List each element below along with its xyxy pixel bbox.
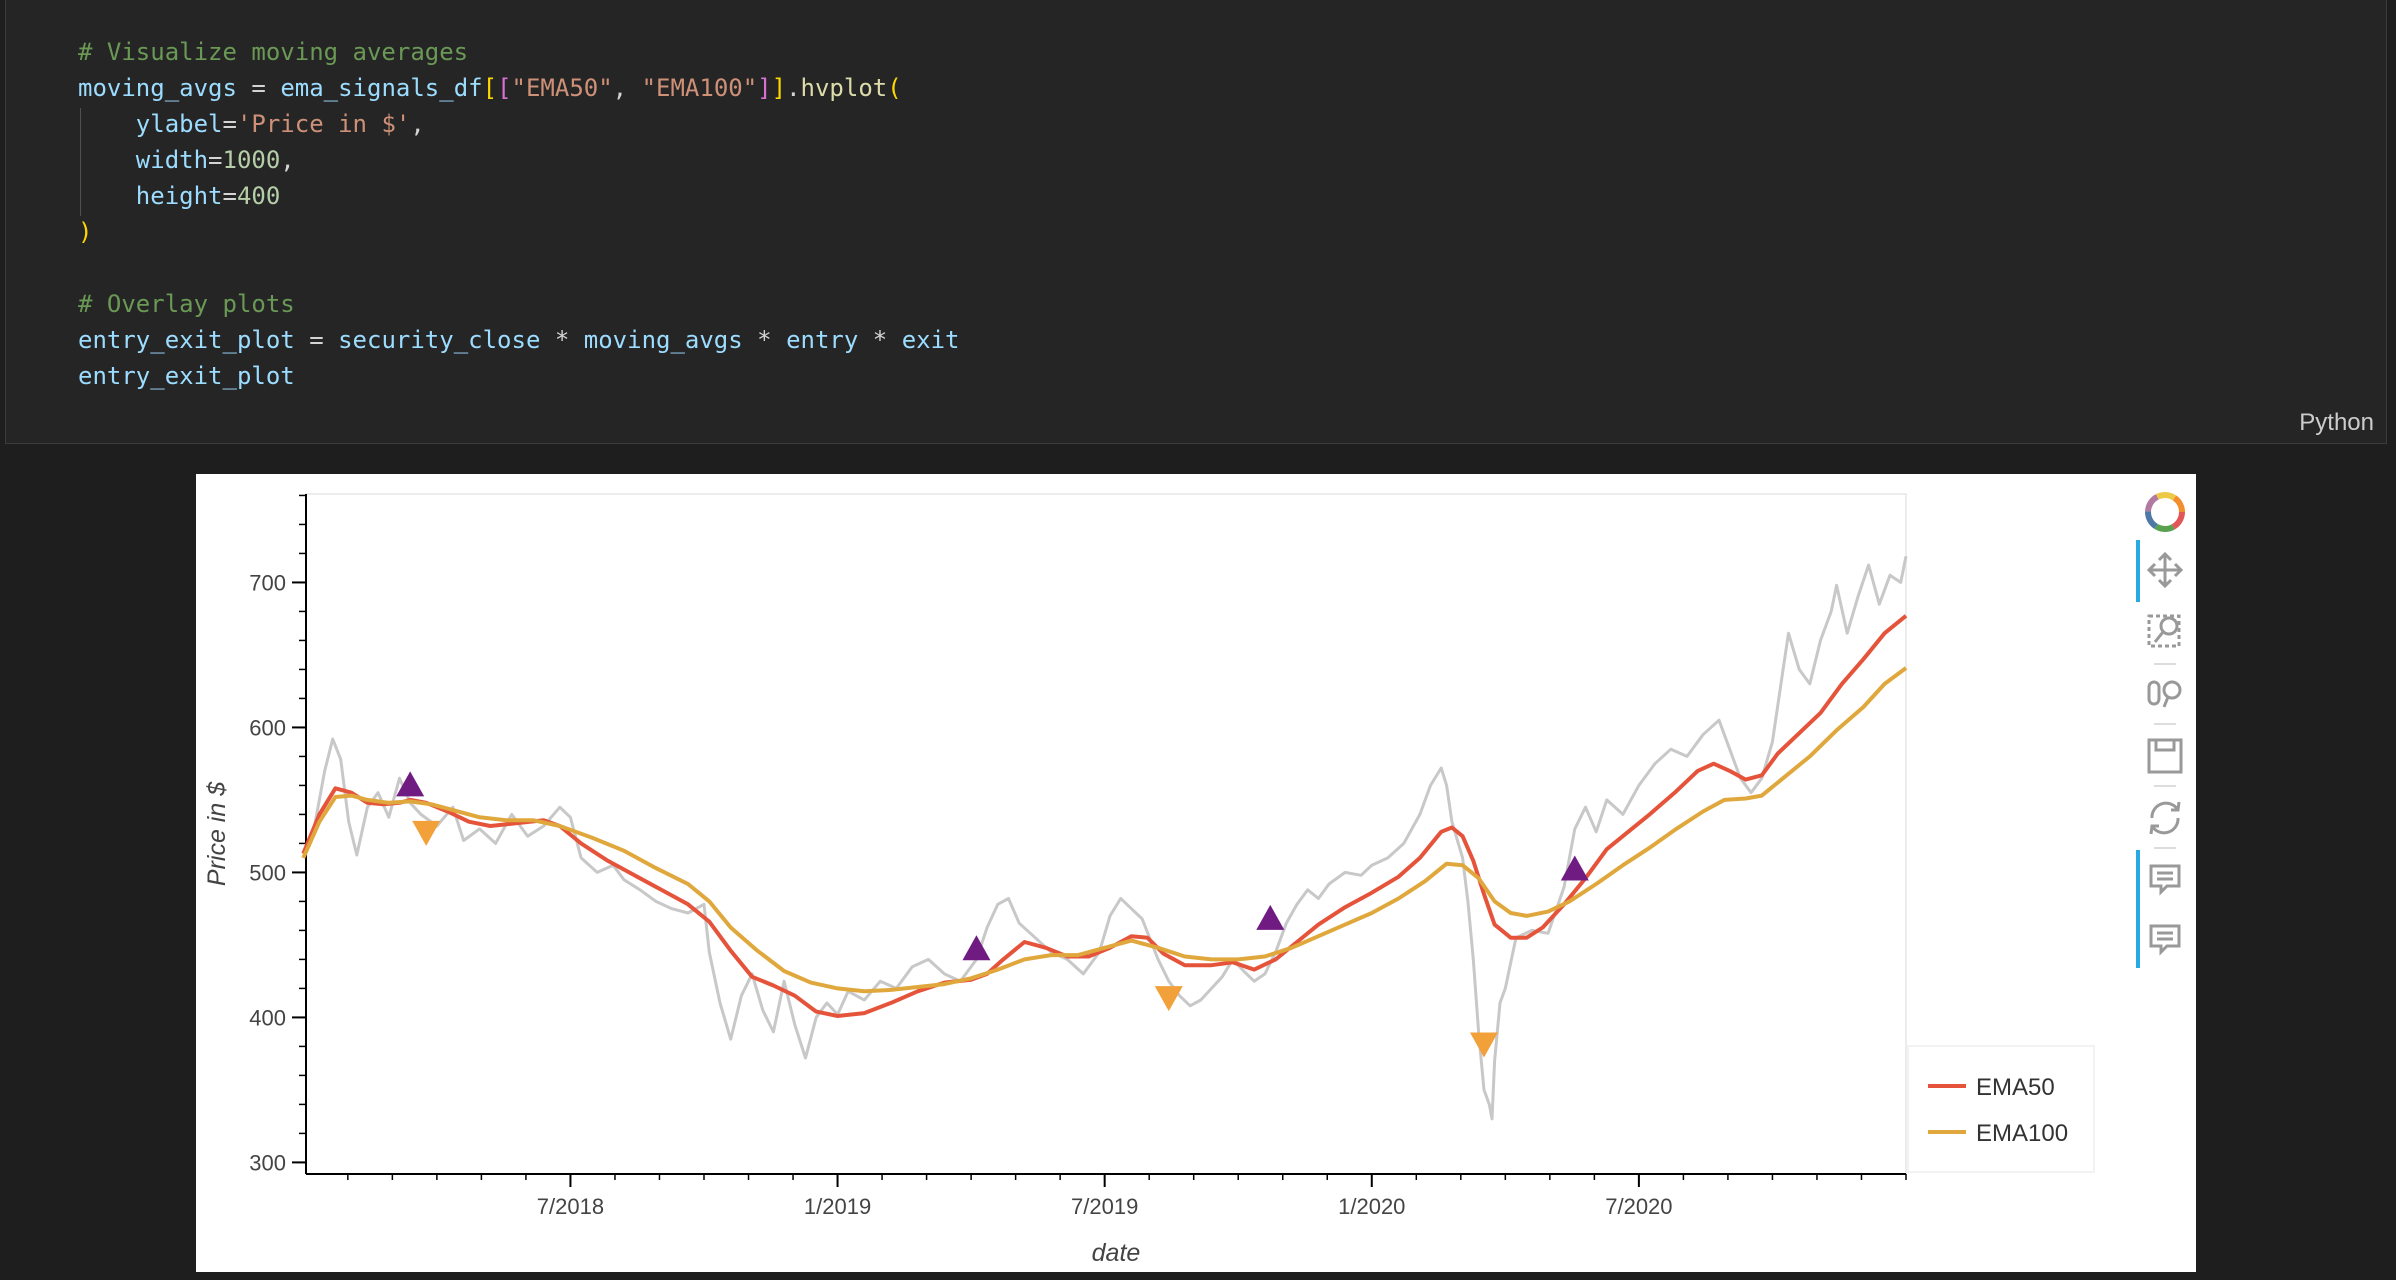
- code-token: 400: [236, 182, 281, 210]
- code-token: moving_avgs: [78, 74, 237, 102]
- code-line: height=400: [78, 178, 959, 214]
- series-ema100: [301, 666, 1908, 994]
- code-token: *: [742, 326, 787, 354]
- indent-guide: [80, 108, 81, 216]
- code-token: ema_signals_df: [280, 74, 483, 102]
- code-token: =: [236, 74, 281, 102]
- wheel-zoom-icon[interactable]: [2147, 680, 2182, 708]
- code-token: =: [294, 326, 339, 354]
- reset-icon[interactable]: [2149, 801, 2181, 835]
- x-tick-label: 7/2019: [1071, 1194, 1138, 1219]
- signal-markers: [396, 771, 1589, 1058]
- box-zoom-icon[interactable]: [2147, 614, 2181, 648]
- exit-marker: [412, 820, 441, 846]
- code-token: # Overlay plots: [78, 290, 295, 318]
- entry-marker: [1560, 855, 1589, 881]
- x-axis: 7/2018 1/2019 7/2019 1/2020 7/2020: [306, 1173, 1907, 1219]
- code-token: =: [208, 146, 223, 174]
- code-token: security_close: [338, 326, 541, 354]
- x-tick-label: 1/2020: [1338, 1194, 1405, 1219]
- code-line: entry_exit_plot: [78, 358, 959, 394]
- code-line: moving_avgs = ema_signals_df[["EMA50", "…: [78, 70, 959, 106]
- code-line: # Overlay plots: [78, 286, 959, 322]
- code-line: entry_exit_plot = security_close * movin…: [78, 322, 959, 358]
- code-token: ylabel: [135, 110, 223, 138]
- code-token: ]: [771, 74, 787, 102]
- exit-marker: [1154, 986, 1183, 1012]
- code-cell[interactable]: # Visualize moving averages moving_avgs =…: [5, 0, 2387, 444]
- legend-label-ema100: EMA100: [1976, 1120, 2068, 1147]
- entry-marker: [1256, 904, 1285, 930]
- code-token: [: [497, 74, 512, 102]
- y-axis: 300 400 500 600 700: [249, 494, 307, 1175]
- code-token: moving_avgs: [583, 326, 743, 354]
- code-token: # Visualize moving averages: [78, 38, 469, 66]
- code-line: # Visualize moving averages: [78, 34, 959, 70]
- code-token: =: [222, 110, 237, 138]
- x-tick-label: 7/2018: [537, 1194, 604, 1219]
- legend-box: [1907, 1045, 2095, 1173]
- y-tick-label: 500: [249, 860, 286, 885]
- x-axis-label: date: [1092, 1239, 1141, 1267]
- entry-marker: [396, 771, 425, 797]
- hover-tool-icon[interactable]: [2149, 864, 2181, 896]
- code-token: (: [887, 74, 902, 102]
- y-tick-label: 600: [249, 715, 286, 740]
- code-token: width: [135, 146, 209, 174]
- hover-tool-icon[interactable]: [2149, 924, 2181, 956]
- y-tick-label: 300: [249, 1150, 286, 1175]
- code-token: *: [858, 326, 902, 354]
- code-token: ]: [757, 74, 772, 102]
- code-line: ylabel='Price in $',: [78, 106, 959, 142]
- entry-marker: [962, 935, 991, 961]
- exit-marker: [1469, 1032, 1498, 1058]
- code-token: [: [482, 74, 498, 102]
- save-icon[interactable]: [2147, 738, 2183, 774]
- code-token: entry: [786, 326, 859, 354]
- code-token: ,: [410, 110, 425, 138]
- code-token: *: [540, 326, 584, 354]
- code-token: [78, 182, 136, 210]
- code-token: "EMA100": [641, 74, 758, 102]
- cell-language-label[interactable]: Python: [2299, 409, 2374, 436]
- code-line: width=1000,: [78, 142, 959, 178]
- x-tick-label: 1/2019: [804, 1194, 871, 1219]
- code-token: "EMA50": [511, 74, 613, 102]
- y-tick-label: 700: [249, 570, 286, 595]
- code-token: exit: [901, 326, 960, 354]
- code-token: hvplot: [800, 74, 888, 102]
- x-tick-label: 7/2020: [1605, 1194, 1672, 1219]
- toolbar: [2136, 492, 2185, 968]
- plot-output: 300 400 500 600 700 7/2018 1/2019 7/2019 1/2020…: [196, 474, 2196, 1272]
- y-tick-label: 400: [249, 1005, 286, 1030]
- code-token: [78, 146, 136, 174]
- code-token: =: [222, 182, 237, 210]
- code-token: ): [78, 218, 93, 246]
- pan-tool-icon[interactable]: [2146, 551, 2184, 589]
- code-editor[interactable]: # Visualize moving averages moving_avgs =…: [78, 34, 959, 394]
- code-token: 1000: [222, 146, 281, 174]
- y-axis-label: Price in $: [203, 781, 231, 886]
- code-token: 'Price in $': [236, 110, 411, 138]
- chart: 300 400 500 600 700 7/2018 1/2019 7/2019 1/2020…: [203, 492, 2185, 1267]
- legend: EMA50 EMA100: [1907, 1045, 2095, 1173]
- legend-label-ema50: EMA50: [1976, 1074, 2055, 1101]
- code-token: entry_exit_plot: [78, 326, 295, 354]
- code-token: .: [786, 74, 801, 102]
- active-tool-indicator: [2136, 850, 2140, 968]
- code-token: ,: [280, 146, 295, 174]
- active-tool-indicator: [2136, 540, 2140, 602]
- bokeh-logo-icon[interactable]: [2145, 492, 2185, 532]
- code-token: height: [135, 182, 223, 210]
- code-token: ,: [612, 74, 642, 102]
- code-line: [78, 250, 959, 286]
- code-line: ): [78, 214, 959, 250]
- code-token: [78, 110, 136, 138]
- code-token: entry_exit_plot: [78, 362, 295, 390]
